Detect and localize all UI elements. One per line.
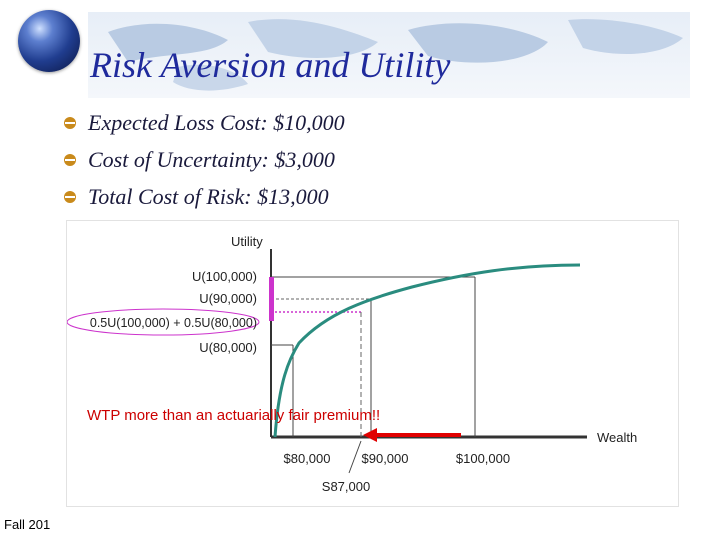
bullet-text: Cost of Uncertainty: $3,000 — [88, 146, 335, 172]
expected-utility-highlight-ellipse — [66, 308, 260, 336]
utility-range-highlight — [269, 277, 274, 321]
bullet-text: Expected Loss Cost: $10,000 — [88, 109, 345, 135]
slide-title: Risk Aversion and Utility — [90, 45, 451, 85]
y-axis-label: Utility — [231, 234, 263, 249]
label-x87: S87,000 — [322, 479, 370, 494]
label-x80: $80,000 — [284, 451, 331, 466]
pointer-x87 — [348, 440, 362, 474]
world-map-banner — [88, 12, 690, 98]
bullet-text: Total Cost of Risk: $13,000 — [88, 183, 329, 209]
bullet-list: Expected Loss Cost: $10,000 Cost of Unce… — [64, 104, 345, 215]
footer-text: Fall 201 — [4, 517, 51, 532]
bullet-item: Total Cost of Risk: $13,000 — [64, 178, 345, 215]
wtp-annotation: WTP more than an actuarially fair premiu… — [87, 407, 380, 424]
utility-diagram: Utility Wealth U(100,000) U(90,000) 0.5U… — [66, 220, 679, 507]
label-expected-utility: 0.5U(100,000) + 0.5U(80,000) — [90, 316, 257, 330]
x-axis-label: Wealth — [597, 430, 637, 445]
bullet-icon — [64, 116, 76, 129]
bullet-item: Cost of Uncertainty: $3,000 — [64, 141, 345, 178]
bullet-icon — [64, 153, 76, 166]
label-u100: U(100,000) — [192, 269, 257, 284]
label-x100: $100,000 — [456, 451, 510, 466]
bullet-item: Expected Loss Cost: $10,000 — [64, 104, 345, 141]
label-u90: U(90,000) — [199, 291, 257, 306]
label-u80: U(80,000) — [199, 340, 257, 355]
bullet-icon — [64, 190, 76, 203]
label-x90: $90,000 — [362, 451, 409, 466]
utility-curve — [273, 263, 581, 438]
wtp-arrow-head — [363, 428, 377, 442]
globe-logo-icon — [18, 10, 80, 72]
